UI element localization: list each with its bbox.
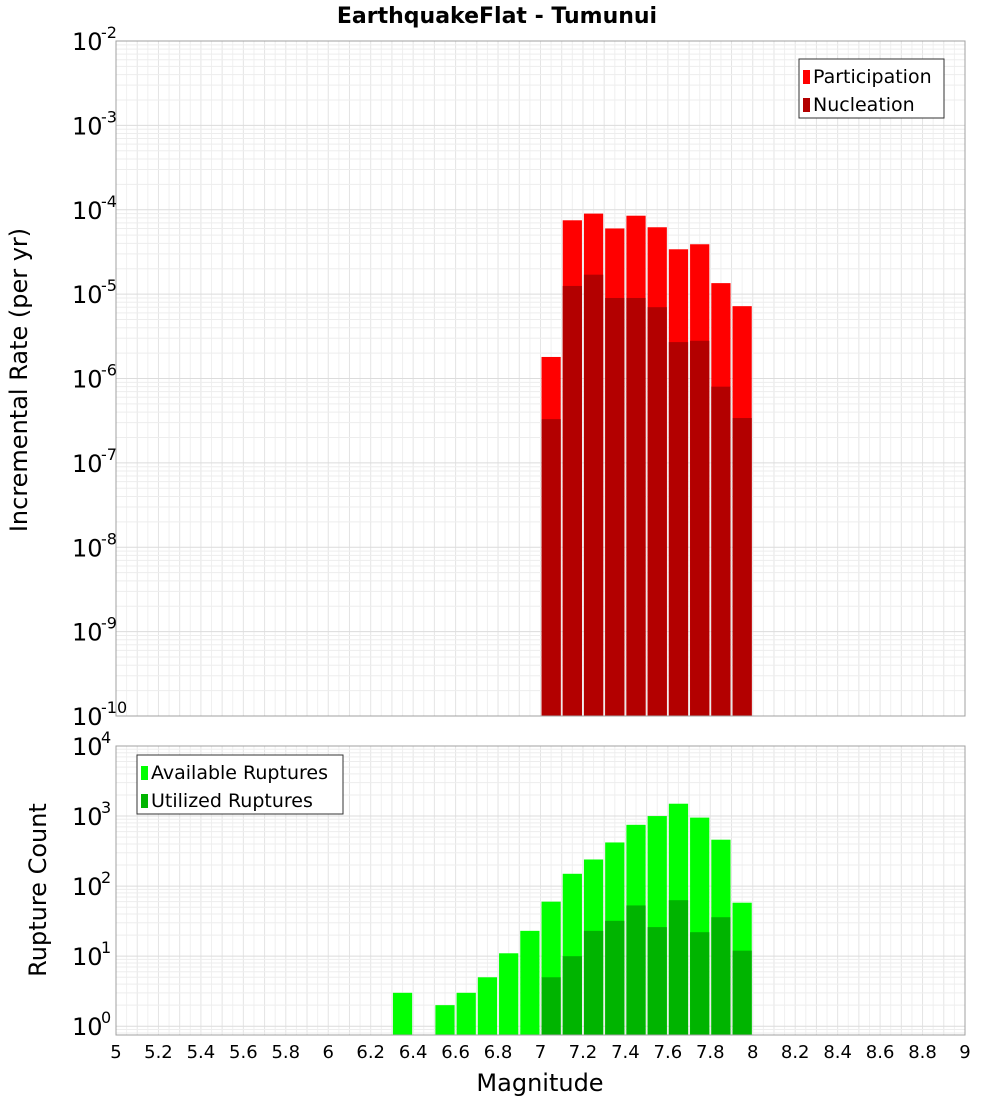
top-y-tick-exponent: -8: [101, 529, 117, 548]
top-bar-nucleation: [647, 307, 667, 716]
top-bar-nucleation: [690, 340, 710, 716]
top-bar-nucleation: [605, 297, 625, 716]
top-y-tick-exponent: -7: [101, 445, 117, 464]
top-y-tick-exponent: -10: [101, 698, 127, 717]
bottom-bar-utilized-ruptures: [647, 927, 667, 1035]
bottom-y-tick-label: 10: [72, 1013, 103, 1041]
bottom-y-tick-exponent: 1: [101, 938, 111, 957]
bottom-y-tick-exponent: 0: [101, 1008, 111, 1027]
bottom-bar-available-ruptures: [435, 1005, 455, 1035]
x-tick-label: 7.2: [569, 1042, 598, 1063]
top-y-tick-label: 10: [72, 534, 103, 562]
top-y-tick-label: 10: [72, 366, 103, 394]
top-bar-nucleation: [732, 418, 752, 716]
top-y-axis-label: Incremental Rate (per yr): [5, 228, 33, 532]
x-tick-label: 5.8: [271, 1042, 300, 1063]
bottom-bar-utilized-ruptures: [626, 905, 646, 1035]
top-y-tick-exponent: -5: [101, 276, 117, 295]
x-tick-label: 8.6: [866, 1042, 895, 1063]
x-tick-label: 5.6: [229, 1042, 258, 1063]
x-tick-label: 7: [535, 1042, 546, 1063]
bottom-bar-utilized-ruptures: [541, 977, 561, 1035]
top-y-tick-label: 10: [72, 197, 103, 225]
bottom-y-tick-label: 10: [72, 873, 103, 901]
x-tick-label: 5.4: [187, 1042, 216, 1063]
top-y-tick-exponent: -4: [101, 192, 117, 211]
top-y-tick-label: 10: [72, 28, 103, 56]
top-bar-nucleation: [711, 386, 731, 716]
bottom-bar-utilized-ruptures: [605, 920, 625, 1035]
bottom-bar-utilized-ruptures: [690, 932, 710, 1035]
top-legend-label: Participation: [813, 66, 932, 88]
bottom-legend-label: Available Ruptures: [151, 762, 328, 784]
top-bar-nucleation: [583, 274, 604, 716]
bottom-bar-available-ruptures: [392, 992, 413, 1035]
top-y-tick-label: 10: [72, 703, 103, 731]
top-legend-box: [798, 58, 945, 119]
bottom-bar-available-ruptures: [456, 992, 476, 1035]
bottom-y-tick-label: 10: [72, 733, 103, 761]
top-y-tick-label: 10: [72, 112, 103, 140]
bottom-y-tick-label: 10: [72, 803, 103, 831]
bottom-bar-utilized-ruptures: [583, 930, 604, 1035]
x-tick-label: 7.8: [696, 1042, 725, 1063]
top-y-tick-exponent: -2: [101, 23, 117, 42]
bottom-plot-border: [115, 745, 966, 1036]
x-tick-label: 6.2: [356, 1042, 385, 1063]
bottom-bar-available-ruptures: [520, 930, 540, 1035]
x-tick-label: 7.4: [611, 1042, 640, 1063]
top-y-tick-exponent: -9: [101, 614, 117, 633]
bottom-legend-box: [136, 754, 344, 815]
bottom-bar-utilized-ruptures: [668, 900, 689, 1035]
bottom-bar-utilized-ruptures: [732, 950, 752, 1035]
top-bar-nucleation: [668, 342, 689, 716]
x-tick-label: 8: [747, 1042, 758, 1063]
bottom-bar-available-ruptures: [499, 953, 519, 1035]
top-bar-nucleation: [541, 419, 561, 716]
bottom-y-tick-exponent: 2: [101, 868, 111, 887]
bottom-legend-swatch: [141, 794, 148, 808]
top-y-tick-label: 10: [72, 619, 103, 647]
x-tick-label: 6.6: [441, 1042, 470, 1063]
top-y-tick-label: 10: [72, 450, 103, 478]
bottom-y-tick-exponent: 3: [101, 798, 111, 817]
top-y-tick-label: 10: [72, 281, 103, 309]
x-tick-label: 6.8: [484, 1042, 513, 1063]
top-legend-swatch: [803, 98, 810, 112]
top-y-tick-exponent: -3: [101, 107, 117, 126]
bottom-legend-label: Utilized Ruptures: [151, 790, 313, 812]
x-tick-label: 6: [323, 1042, 334, 1063]
bottom-y-tick-exponent: 4: [101, 728, 111, 747]
x-tick-label: 8.4: [823, 1042, 852, 1063]
x-tick-label: 7.6: [654, 1042, 683, 1063]
x-tick-label: 5: [110, 1042, 121, 1063]
bottom-legend-swatch: [141, 766, 148, 780]
bottom-y-tick-label: 10: [72, 943, 103, 971]
x-tick-label: 8.8: [908, 1042, 937, 1063]
top-y-tick-exponent: -6: [101, 361, 117, 380]
bottom-bar-utilized-ruptures: [562, 956, 582, 1035]
bottom-bar-utilized-ruptures: [711, 917, 731, 1035]
top-bar-nucleation: [562, 285, 582, 716]
bottom-y-axis-label: Rupture Count: [24, 803, 52, 977]
top-bar-nucleation: [626, 297, 646, 716]
x-tick-label: 8.2: [781, 1042, 810, 1063]
top-plot-border: [115, 40, 966, 717]
x-tick-label: 5.2: [144, 1042, 173, 1063]
x-tick-label: 6.4: [399, 1042, 428, 1063]
top-legend-label: Nucleation: [813, 94, 915, 116]
chart-title: EarthquakeFlat - Tumunui: [337, 4, 657, 29]
bottom-bar-available-ruptures: [477, 977, 498, 1035]
x-axis-label: Magnitude: [476, 1069, 603, 1097]
top-legend-swatch: [803, 70, 810, 84]
x-tick-label: 9: [959, 1042, 970, 1063]
